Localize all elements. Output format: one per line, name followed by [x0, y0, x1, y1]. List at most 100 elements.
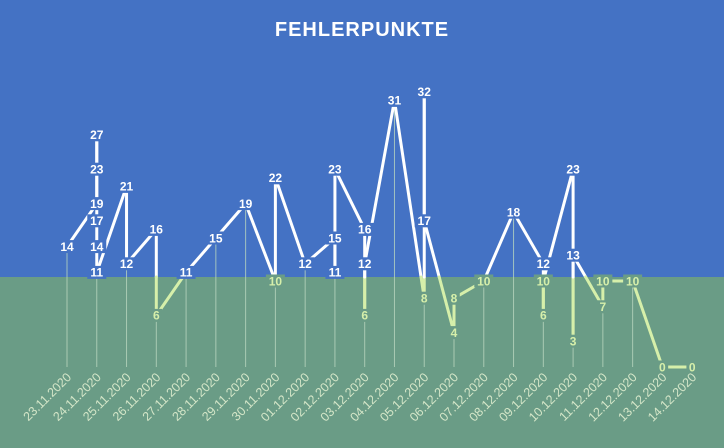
- data-label-text: 23: [90, 163, 104, 177]
- data-label-text: 8: [421, 292, 428, 306]
- data-label-box: [593, 274, 613, 288]
- data-label: 10: [593, 274, 613, 288]
- data-label-box: [87, 128, 107, 142]
- data-label-text: 8: [451, 292, 458, 306]
- data-label: 31: [384, 93, 404, 108]
- data-label: 11: [325, 265, 345, 280]
- series-line-segment: [95, 184, 129, 274]
- data-label-text: 23: [566, 163, 580, 177]
- data-label-text: 14: [60, 240, 74, 254]
- data-label: 6: [358, 308, 371, 323]
- data-label: 23: [563, 162, 583, 177]
- data-label-box: [206, 231, 226, 245]
- data-label: 17: [414, 214, 434, 228]
- data-label-text: 10: [537, 274, 551, 288]
- data-label: 12: [295, 257, 315, 271]
- data-label-box: [265, 171, 285, 185]
- data-label-box: [87, 162, 107, 176]
- plot-background-lower: [0, 277, 724, 448]
- data-label: 15: [325, 231, 345, 245]
- data-label-text: 13: [566, 249, 580, 263]
- data-label-box: [355, 222, 375, 236]
- data-labels: 14 19 23 27 17 14 11 21 12 16 6 11 15 19 10 22 12 15 11 23 1…: [57, 85, 698, 374]
- data-label-box: [597, 300, 609, 314]
- data-label-text: 31: [388, 94, 402, 108]
- data-label-text: 21: [120, 180, 134, 194]
- series-line-segment: [392, 98, 423, 279]
- data-label: 3: [567, 335, 579, 349]
- data-label: 12: [117, 257, 137, 271]
- data-label-box: [87, 265, 107, 279]
- data-label: 23: [87, 162, 107, 177]
- data-label-box: [57, 240, 77, 254]
- data-label-box: [414, 85, 434, 99]
- data-label-box: [295, 257, 315, 271]
- data-label: 17: [87, 214, 107, 228]
- data-label-text: 0: [659, 360, 666, 374]
- data-label-box: [533, 257, 553, 271]
- series-line-segment: [437, 275, 456, 335]
- data-label-text: 17: [90, 214, 104, 228]
- data-label-text: 27: [90, 128, 104, 142]
- data-label-box: [87, 214, 107, 228]
- data-label: 19: [236, 197, 256, 211]
- data-label-text: 12: [298, 257, 312, 271]
- data-label-box: [563, 162, 583, 176]
- data-label-text: 11: [329, 266, 342, 280]
- data-label: 10: [533, 274, 553, 288]
- data-label: 8: [448, 292, 460, 306]
- data-label-box: [384, 93, 404, 107]
- data-label: 16: [355, 222, 375, 237]
- series-line-segment: [484, 210, 516, 279]
- data-label-text: 6: [540, 309, 547, 323]
- data-label: 7: [597, 300, 609, 314]
- data-label: 23: [325, 163, 345, 177]
- data-label-box: [87, 240, 107, 254]
- data-label-text: 22: [269, 171, 283, 185]
- data-label-text: 12: [537, 257, 551, 271]
- data-label: 18: [504, 205, 524, 220]
- data-label-box: [504, 205, 524, 219]
- data-label: 8: [418, 292, 430, 306]
- data-label-box: [358, 308, 371, 322]
- data-label-box: [533, 274, 553, 288]
- data-label-text: 10: [269, 274, 283, 288]
- data-label-text: 16: [358, 223, 372, 237]
- data-label-text: 19: [239, 197, 253, 211]
- data-label-box: [236, 197, 256, 211]
- data-label-box: [325, 265, 345, 279]
- series-line-segment: [512, 210, 545, 266]
- data-label: 12: [533, 257, 553, 271]
- data-label-box: [117, 257, 137, 271]
- data-label-box: [448, 326, 460, 340]
- series-line-segment: [333, 167, 367, 231]
- series-line-segment: [244, 202, 276, 279]
- data-label-text: 10: [477, 274, 491, 288]
- data-label-box: [150, 308, 163, 322]
- data-label-box: [686, 360, 698, 374]
- data-label-text: 16: [150, 223, 164, 237]
- data-label: 14: [87, 240, 107, 254]
- data-label-box: [414, 214, 434, 228]
- data-label: 21: [117, 180, 137, 194]
- data-label-text: 6: [153, 309, 160, 323]
- data-label-text: 10: [596, 274, 610, 288]
- data-label-text: 32: [418, 85, 432, 99]
- data-label-text: 12: [358, 257, 372, 271]
- data-label-text: 12: [120, 257, 134, 271]
- data-label-text: 6: [361, 309, 368, 323]
- data-label-text: 23: [328, 163, 342, 177]
- data-label-box: [265, 274, 285, 288]
- data-label: 6: [150, 308, 163, 323]
- data-label-box: [474, 274, 494, 288]
- series-line-segment: [363, 98, 396, 266]
- data-label: 15: [206, 231, 226, 245]
- data-label-box: [87, 197, 107, 211]
- data-label-text: 15: [209, 231, 223, 245]
- data-label-text: 0: [689, 360, 696, 374]
- data-label: 0: [686, 360, 698, 374]
- data-label-text: 15: [328, 231, 342, 245]
- data-label-box: [355, 257, 375, 271]
